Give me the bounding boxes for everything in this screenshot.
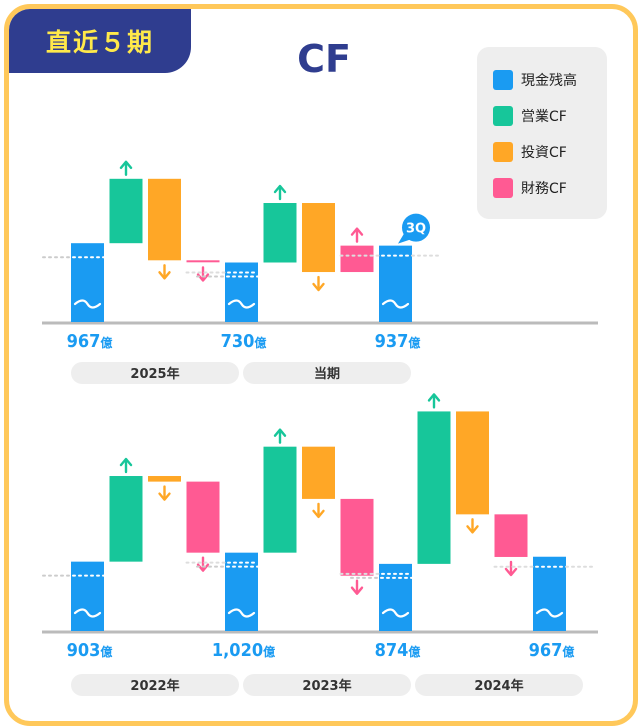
operating-arrow-1-0 <box>119 457 133 474</box>
financing-bar-1-2 <box>494 514 528 557</box>
financing-arrow-1-2 <box>504 560 518 577</box>
investing-arrow-0-0 <box>158 264 171 280</box>
operating-bar-1-0 <box>109 476 143 562</box>
cash-bar-1-start <box>71 561 104 631</box>
legend-label-operating: 営業CF <box>521 109 567 125</box>
legend-swatch-investing <box>493 142 513 162</box>
operating-arrow-1-2-head <box>427 393 441 402</box>
cash-label-1-1: 874億 <box>375 640 421 661</box>
cash-wave-0-start <box>73 299 102 309</box>
quarter-badge-text-0-1: 3Q <box>406 222 426 237</box>
legend-item-operating: 営業CF <box>493 105 567 127</box>
investing-bar-1-1 <box>302 446 335 499</box>
investing-arrow-0-0-head <box>158 271 171 280</box>
financing-bar-0-1 <box>340 245 374 273</box>
operating-arrow-1-1-head <box>273 428 287 437</box>
period-label-1-2: 2024年 <box>474 678 523 694</box>
cash-wave-1-start <box>73 608 102 618</box>
legend-item-financing: 財務CF <box>493 177 567 199</box>
investing-bar-1-2 <box>456 411 489 515</box>
legend-swatch-cash <box>493 70 513 90</box>
investing-arrow-1-1-head <box>312 509 325 519</box>
investing-bar-0-1 <box>302 203 335 273</box>
cash-wave-0-0 <box>227 299 256 309</box>
operating-arrow-0-1-head <box>273 184 287 194</box>
period-badge: 直近５期 <box>9 9 191 73</box>
chart-title: CF <box>297 37 351 81</box>
operating-bar-1-1 <box>263 446 297 553</box>
legend-label-investing: 投資CF <box>521 145 567 161</box>
cash-label-1-2: 967億 <box>529 640 575 661</box>
operating-arrow-1-2 <box>427 393 441 409</box>
financing-bar-0-0 <box>186 260 220 263</box>
quarter-badge-tail-0-1 <box>398 233 410 244</box>
cash-wave-0-1 <box>381 299 410 309</box>
financing-arrow-1-0 <box>196 556 210 572</box>
period-pill-1-0 <box>71 674 239 696</box>
cash-label-1-0: 1,020億 <box>212 640 275 661</box>
investing-arrow-1-0-head <box>158 492 171 501</box>
operating-arrow-0-1 <box>273 184 287 201</box>
operating-arrow-1-0-head <box>119 457 133 467</box>
cash-bar-0-start <box>71 243 104 322</box>
financing-arrow-0-1-head <box>350 227 364 236</box>
investing-bar-1-0 <box>148 476 181 482</box>
investing-arrow-1-1 <box>312 502 325 519</box>
period-pill-0-1 <box>243 362 411 384</box>
cash-wave-1-2 <box>535 608 564 618</box>
period-pill-0-0 <box>71 362 239 384</box>
period-label-1-0: 2022年 <box>130 678 179 694</box>
cash-bar-1-0 <box>225 552 258 631</box>
chart-card: 直近５期 CF 現金残高 営業CF 投資CF 財務CF <box>4 4 638 726</box>
legend-item-investing: 投資CF <box>493 141 567 163</box>
period-label-1-1: 2023年 <box>302 678 351 694</box>
cash-bar-0-1 <box>379 245 412 322</box>
legend-item-cash: 現金残高 <box>493 69 577 91</box>
cash-bar-1-2 <box>533 556 566 631</box>
legend-swatch-financing <box>493 178 513 198</box>
period-pill-1-2 <box>415 674 583 696</box>
financing-arrow-0-1 <box>350 227 364 243</box>
investing-arrow-1-2-head <box>466 525 479 534</box>
investing-bar-0-0 <box>148 178 181 261</box>
investing-arrow-1-0 <box>158 485 171 501</box>
chart-legend: 現金残高 営業CF 投資CF 財務CF <box>477 47 607 219</box>
financing-arrow-1-2-head <box>504 567 518 577</box>
investing-arrow-0-1-head <box>312 282 325 292</box>
operating-bar-1-2 <box>417 411 451 564</box>
cash-label-1-start: 903億 <box>67 640 113 661</box>
financing-bar-1-1 <box>340 498 374 576</box>
financing-arrow-1-1-head <box>350 586 364 595</box>
period-label-0-1: 当期 <box>314 366 340 382</box>
operating-bar-0-1 <box>263 203 297 263</box>
financing-arrow-0-0 <box>196 266 210 282</box>
period-pill-1-1 <box>243 674 411 696</box>
cash-label-0-0: 730億 <box>221 331 267 352</box>
cash-wave-1-1 <box>381 608 410 618</box>
operating-arrow-0-0 <box>119 160 133 177</box>
cash-bar-0-0 <box>225 262 258 322</box>
operating-arrow-1-1 <box>273 428 287 444</box>
cash-wave-1-0 <box>227 608 256 618</box>
operating-arrow-0-0-head <box>119 160 133 170</box>
period-label-0-0: 2025年 <box>130 366 179 382</box>
operating-bar-0-0 <box>109 178 143 244</box>
cash-label-0-start: 967億 <box>67 331 113 352</box>
financing-arrow-1-1 <box>350 579 364 595</box>
legend-swatch-operating <box>493 106 513 126</box>
quarter-badge-circle-0-1 <box>402 213 430 242</box>
cash-bar-1-1 <box>379 563 412 631</box>
legend-label-financing: 財務CF <box>521 181 567 197</box>
cash-label-0-1: 937億 <box>375 331 421 352</box>
legend-label-cash: 現金残高 <box>521 73 577 89</box>
financing-bar-1-0 <box>186 481 220 553</box>
investing-arrow-1-2 <box>466 518 479 534</box>
investing-arrow-0-1 <box>312 275 325 292</box>
